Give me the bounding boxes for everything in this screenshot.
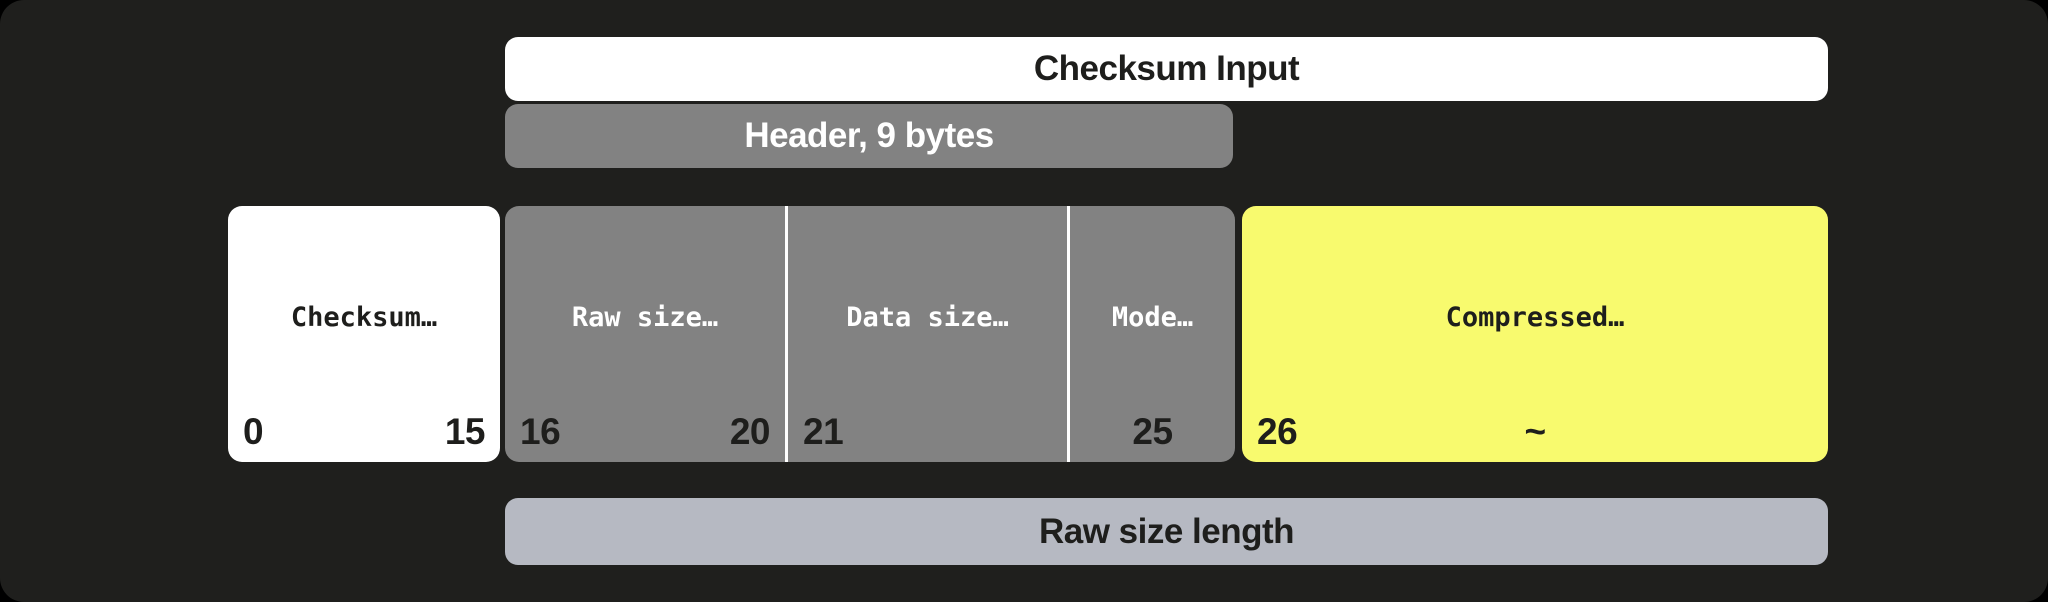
checksum-input-label: Checksum Input (1033, 49, 1300, 88)
data-size-byte-range: 21 (803, 413, 1052, 450)
mode-block: Mode… 25 (1070, 206, 1235, 462)
header-span-label: Header, 9 bytes (744, 116, 994, 155)
compressed-end-offset: ~ (1524, 411, 1546, 452)
raw-size-length-span-bar: Raw size length (505, 498, 1828, 565)
header-span-bar: Header, 9 bytes (505, 104, 1233, 168)
raw-size-block-label: Raw size… (571, 302, 719, 333)
raw-size-byte-range: 16 20 (520, 411, 771, 452)
data-size-start-offset: 21 (803, 411, 844, 452)
checksum-input-span-bar: Checksum Input (505, 37, 1828, 101)
raw-size-block: Raw size… 16 20 (505, 206, 785, 462)
compressed-byte-range: 26 ~ (1257, 413, 1813, 450)
segment-divider (1067, 206, 1070, 462)
checksum-start-offset: 0 (243, 411, 264, 452)
data-size-block-label: Data size… (846, 302, 1009, 333)
raw-size-end-offset: 20 (729, 411, 771, 452)
checksum-block-label: Checksum… (290, 302, 438, 333)
segment-divider (785, 206, 788, 462)
checksum-byte-range: 0 15 (243, 411, 486, 452)
header-fields-group: Raw size… 16 20 Data size… 21 Mode… 25 (505, 206, 1235, 462)
compressed-start-offset: 26 (1257, 411, 1298, 452)
data-size-block: Data size… 21 (788, 206, 1067, 462)
mode-offset: 25 (1132, 411, 1173, 452)
raw-size-length-label: Raw size length (1038, 511, 1295, 551)
mode-byte-range: 25 (1085, 413, 1220, 450)
raw-size-start-offset: 16 (520, 411, 561, 452)
checksum-block: Checksum… 0 15 (228, 206, 500, 462)
checksum-end-offset: 15 (444, 411, 486, 452)
mode-block-label: Mode… (1111, 302, 1194, 333)
compressed-block-label: Compressed… (1445, 302, 1625, 333)
compressed-block: Compressed… 26 ~ (1242, 206, 1828, 462)
